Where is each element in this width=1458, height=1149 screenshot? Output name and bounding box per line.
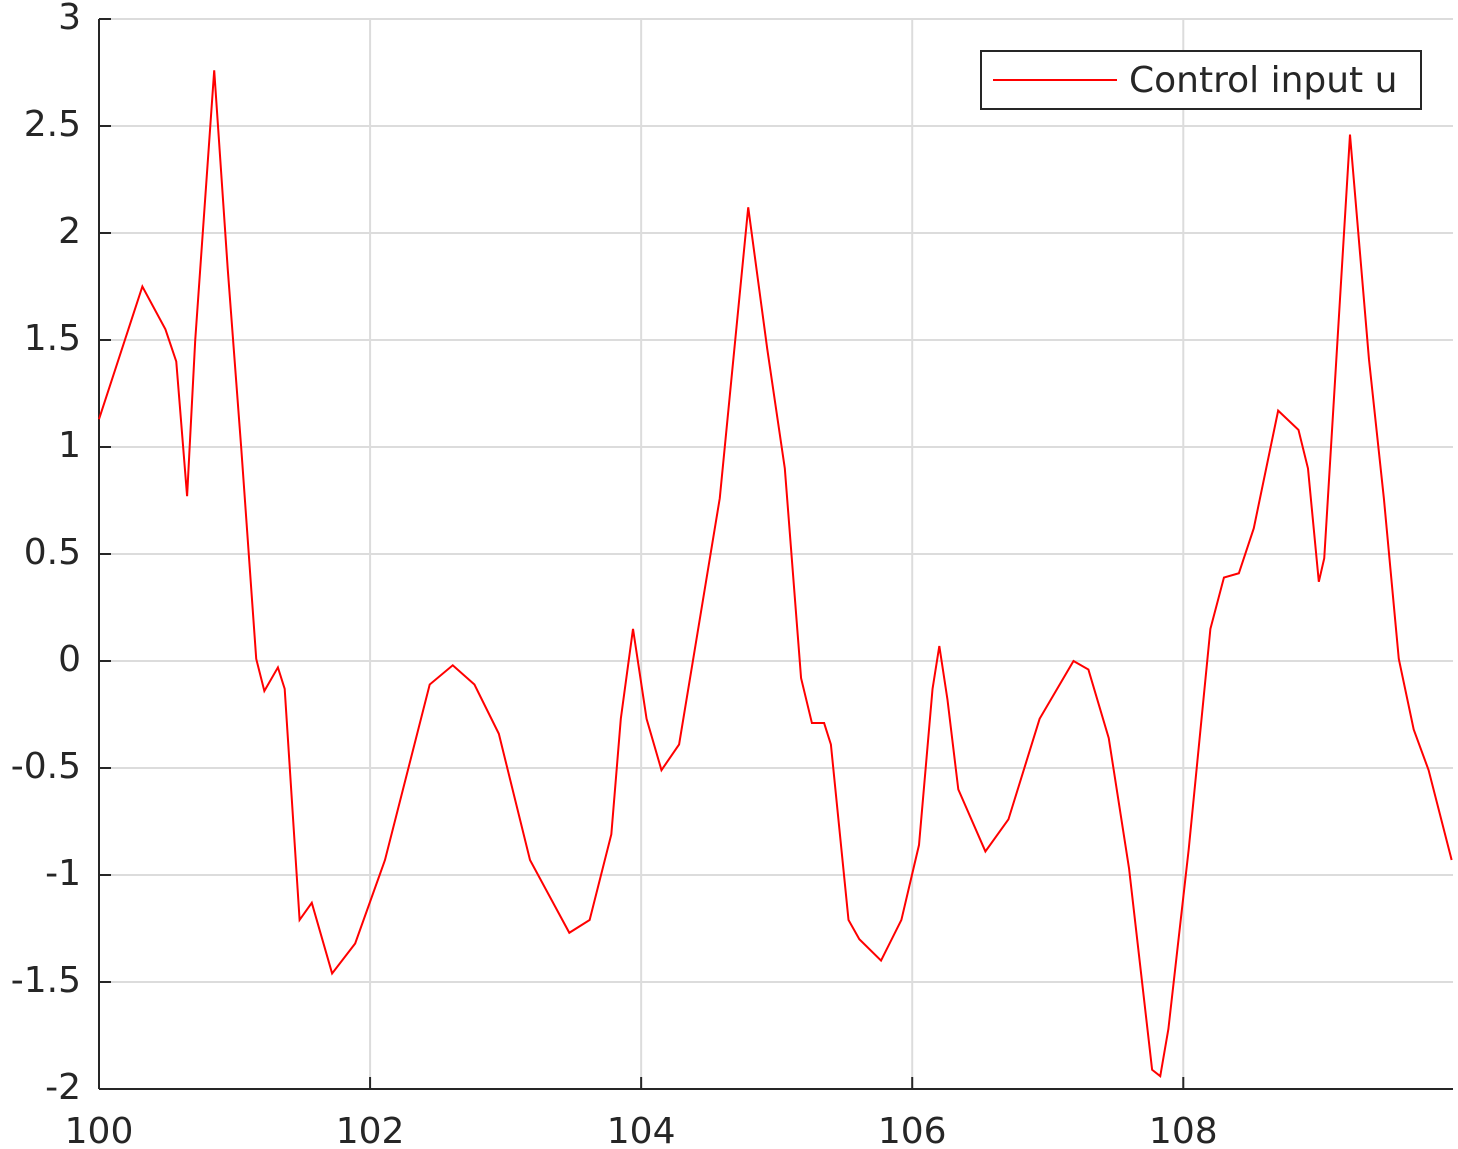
- x-tick-label: 100: [65, 1111, 134, 1149]
- y-tick-label: 2.5: [24, 104, 81, 145]
- x-tick-label: 104: [607, 1111, 676, 1149]
- legend: Control input u: [980, 50, 1422, 110]
- y-tick-label: -0.5: [11, 746, 81, 787]
- y-tick-label: -1.5: [11, 960, 81, 1001]
- x-tick-label: 102: [336, 1111, 405, 1149]
- x-tick-label: 108: [1149, 1111, 1218, 1149]
- y-tick-label: -1: [45, 853, 81, 894]
- x-tick-label: 106: [878, 1111, 947, 1149]
- y-tick-label: 0: [58, 639, 81, 680]
- y-tick-label: 2: [58, 211, 81, 252]
- y-tick-label: 0.5: [24, 532, 81, 573]
- y-tick-label: -2: [45, 1067, 81, 1108]
- y-tick-label: 1: [58, 425, 81, 466]
- y-tick-label: 1.5: [24, 318, 81, 359]
- legend-label: Control input u: [1129, 60, 1397, 101]
- y-tick-label: 3: [58, 0, 81, 38]
- line: [98, 70, 1453, 1078]
